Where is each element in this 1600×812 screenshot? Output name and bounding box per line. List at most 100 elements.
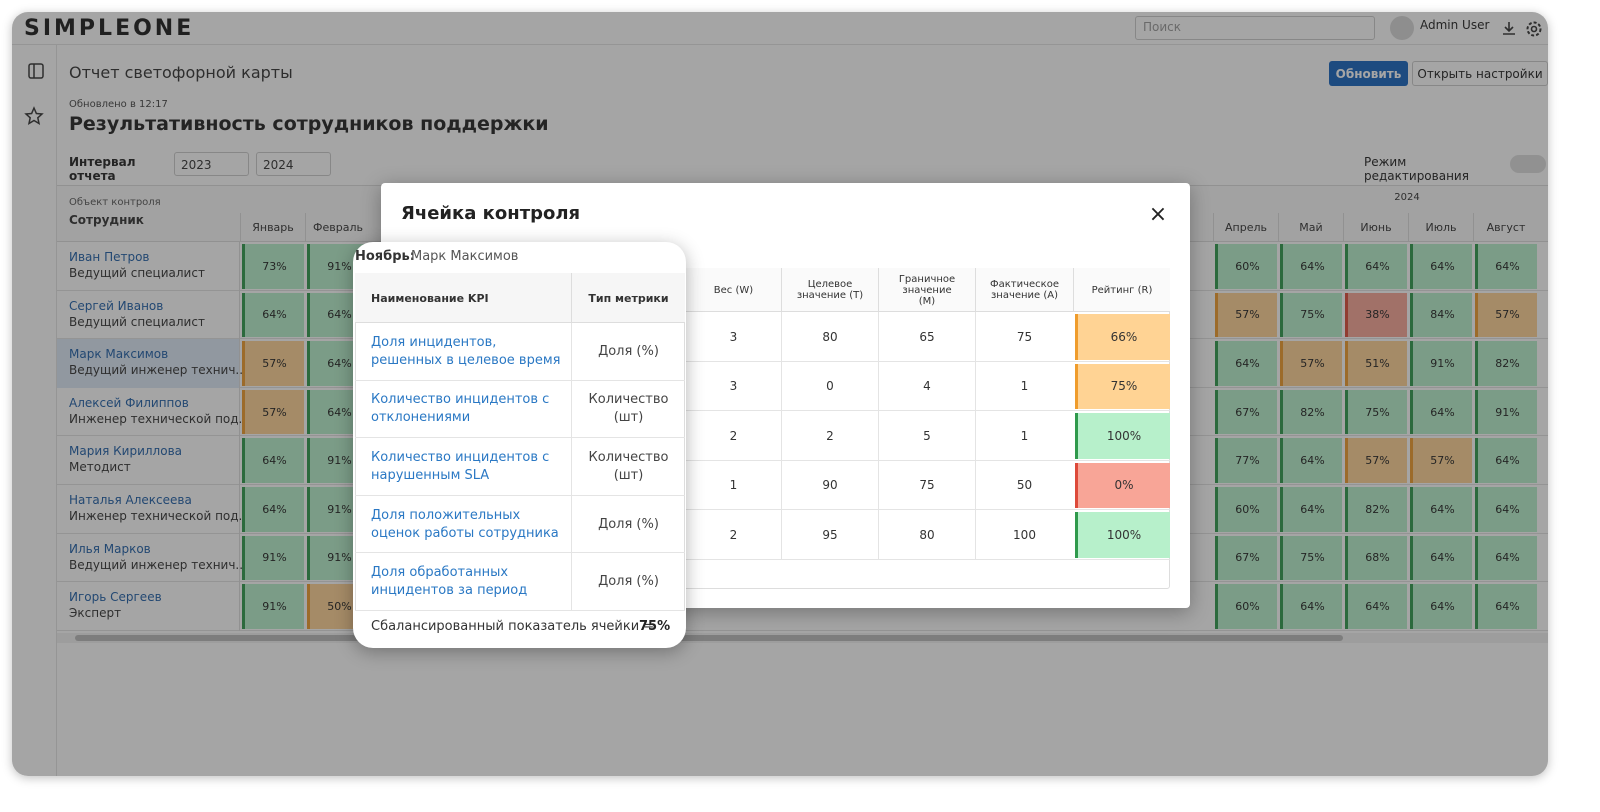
kpi-cell[interactable]: 77% <box>1215 438 1277 483</box>
employee-name[interactable]: Алексей Филиппов <box>69 395 189 410</box>
employee-name[interactable]: Илья Марков <box>69 541 151 556</box>
modal-cell: 65 <box>878 312 975 362</box>
modal-close[interactable]: × <box>1148 202 1168 227</box>
employee-name[interactable]: Сергей Иванов <box>69 298 164 313</box>
kpi-cell[interactable]: 64% <box>1475 584 1537 629</box>
employee-name[interactable]: Наталья Алексеева <box>69 493 192 507</box>
month-header: Февраль <box>305 213 370 241</box>
favorites-icon[interactable] <box>24 106 44 126</box>
employee-name[interactable]: Иван Петров <box>69 250 150 264</box>
kpi-name-link[interactable]: Доля инцидентов, решенных в целевое врем… <box>371 334 561 368</box>
kpi-cell[interactable]: 57% <box>242 389 304 435</box>
kpi-cell[interactable]: 60% <box>1215 244 1277 289</box>
search-box[interactable]: Поиск <box>1135 16 1375 40</box>
kpi-cell[interactable]: 60% <box>1215 584 1277 629</box>
kpi-cell[interactable]: 64% <box>242 487 304 532</box>
kpi-cell[interactable]: 64% <box>1280 244 1342 289</box>
kpi-cell[interactable]: 64% <box>1475 487 1537 532</box>
kpi-cell[interactable]: 75% <box>1345 389 1407 435</box>
kpi-cell[interactable]: 64% <box>1410 244 1472 289</box>
kpi-cell[interactable]: 68% <box>1345 535 1407 581</box>
settings-button[interactable]: Открыть настройки <box>1412 61 1548 86</box>
kpi-cell[interactable]: 75% <box>1280 535 1342 581</box>
modal-title: Ячейка контроля <box>401 203 581 224</box>
month-header: Июнь <box>1343 213 1408 241</box>
kpi-cell[interactable]: 91% <box>242 584 304 629</box>
kpi-cell[interactable]: 57% <box>1475 292 1537 338</box>
kpi-cell[interactable]: 91% <box>242 535 304 581</box>
kpi-cell[interactable]: 64% <box>1345 244 1407 289</box>
kpi-cell[interactable]: 64% <box>1215 341 1277 386</box>
kpi-cell[interactable]: 64% <box>1410 584 1472 629</box>
employee-role: Ведущий специалист <box>69 266 205 280</box>
employee-role: Инженер технической под... <box>69 411 250 426</box>
kpi-cell[interactable]: 84% <box>1410 292 1472 338</box>
rating-cell: 100% <box>1075 413 1170 459</box>
year-select[interactable]: 2024 <box>256 152 331 176</box>
kpi-cell[interactable]: 64% <box>242 292 304 338</box>
kpi-cell[interactable]: 64% <box>1345 584 1407 629</box>
popup-row <box>355 438 685 496</box>
sidebar-toggle-icon[interactable] <box>28 63 44 79</box>
kpi-name-link[interactable]: Количество инцидентов с нарушенным SLA <box>371 449 550 483</box>
kpi-cell[interactable]: 82% <box>1345 487 1407 532</box>
kpi-cell[interactable]: 64% <box>1475 535 1537 581</box>
kpi-cell[interactable]: 64% <box>242 438 304 483</box>
kpi-name-link[interactable]: Доля положительных оценок работы сотрудн… <box>371 507 559 541</box>
kpi-cell[interactable]: 91% <box>1475 389 1537 435</box>
refresh-button[interactable]: Обновить <box>1329 61 1408 86</box>
edit-toggle[interactable] <box>1510 155 1546 173</box>
kpi-cell[interactable]: 64% <box>1410 389 1472 435</box>
settings-icon[interactable] <box>1524 19 1544 39</box>
kpi-cell[interactable]: 57% <box>1410 438 1472 483</box>
kpi-cell[interactable]: 64% <box>1410 535 1472 581</box>
table-row <box>57 582 1548 631</box>
modal-cell: 3 <box>685 312 781 362</box>
kpi-cell[interactable]: 64% <box>1280 438 1342 483</box>
year-select[interactable]: 2023 <box>174 152 249 176</box>
kpi-cell[interactable]: 64% <box>1280 584 1342 629</box>
modal-row <box>600 510 1170 560</box>
employee-name[interactable]: Мария Кириллова <box>69 444 182 459</box>
modal-cell: 1 <box>975 361 1073 411</box>
employee-name[interactable]: Марк Максимов <box>69 347 169 362</box>
kpi-name-link[interactable]: Количество инцидентов с отклонениями <box>371 392 550 426</box>
kpi-cell[interactable]: 64% <box>1475 438 1537 483</box>
kpi-cell[interactable]: 60% <box>1215 487 1277 532</box>
kpi-cell[interactable]: 57% <box>1215 292 1277 338</box>
kpi-cell[interactable]: 67% <box>1215 535 1277 581</box>
kpi-cell[interactable]: 67% <box>1215 389 1277 435</box>
kpi-cell[interactable]: 38% <box>1345 292 1407 338</box>
popup-employee: Марк Максимов <box>411 249 519 264</box>
kpi-name-link[interactable]: Доля обработанных инцидентов за период <box>371 565 528 599</box>
kpi-cell[interactable]: 57% <box>1280 341 1342 386</box>
popup-row <box>355 553 685 611</box>
employee-role: Ведущий специалист <box>69 314 205 329</box>
modal-column-header: Целевое значение (T) <box>781 268 878 312</box>
report-title: Результативность сотрудников поддержки <box>69 113 549 135</box>
sidebar <box>12 45 57 776</box>
month-header: Январь <box>240 213 305 241</box>
month-header: Май <box>1278 213 1343 241</box>
kpi-cell[interactable]: 51% <box>1345 341 1407 386</box>
kpi-cell[interactable]: 91% <box>1410 341 1472 386</box>
month-header: Апрель <box>1213 213 1278 241</box>
kpi-cell[interactable]: 57% <box>1345 438 1407 483</box>
kpi-cell[interactable]: 64% <box>1410 487 1472 532</box>
kpi-cell[interactable]: 64% <box>1280 487 1342 532</box>
kpi-cell[interactable]: 82% <box>1475 341 1537 386</box>
employee-name[interactable]: Игорь Сергеев <box>69 590 162 605</box>
popup-row <box>355 381 685 439</box>
kpi-cell[interactable]: 73% <box>242 244 304 289</box>
download-icon[interactable] <box>1500 20 1518 38</box>
user-name[interactable]: Admin User <box>1420 18 1490 32</box>
updated-label: Обновлено в 12:17 <box>69 99 168 110</box>
scrollbar-thumb[interactable] <box>75 635 1343 641</box>
popup-table-header <box>355 273 685 323</box>
metric-type: Доля (%) <box>571 553 685 611</box>
kpi-cell[interactable]: 64% <box>1475 244 1537 289</box>
kpi-cell[interactable]: 82% <box>1280 389 1342 435</box>
modal-column-header: Рейтинг (R) <box>1073 268 1170 312</box>
kpi-cell[interactable]: 75% <box>1280 292 1342 338</box>
kpi-cell[interactable]: 57% <box>242 341 304 386</box>
